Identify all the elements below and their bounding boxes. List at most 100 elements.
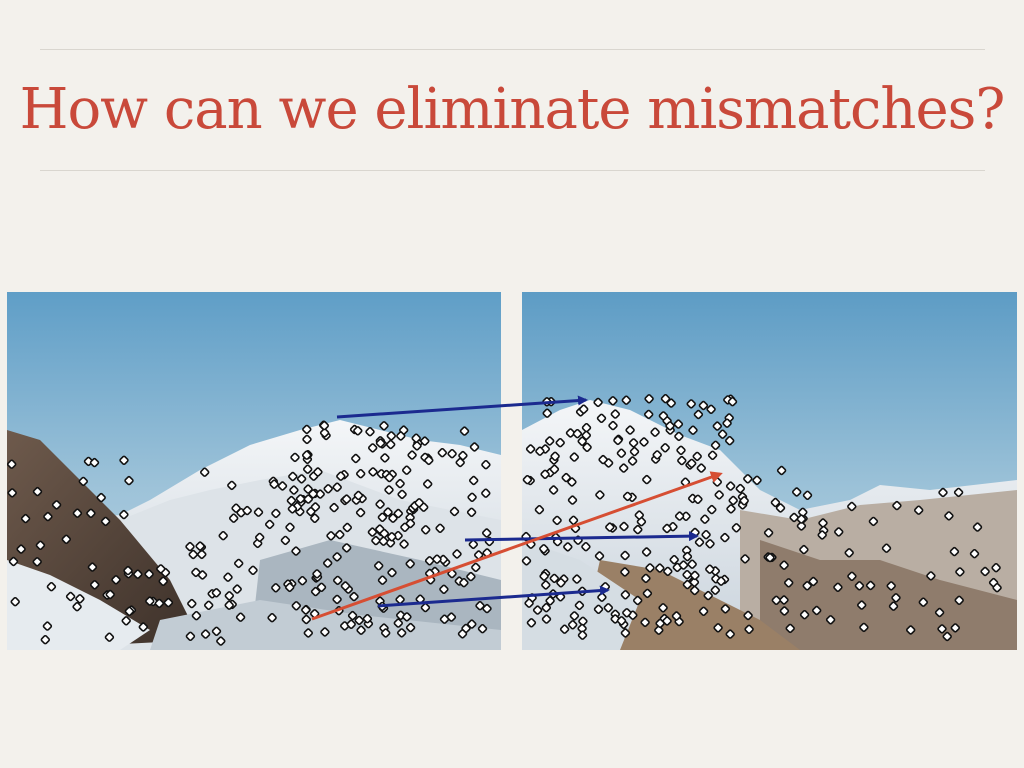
keypoint-marker (937, 624, 947, 634)
keypoint-marker (289, 485, 299, 495)
keypoint-marker (399, 539, 409, 549)
keypoint-marker (692, 451, 702, 462)
keypoint-marker (720, 604, 731, 614)
keypoint-marker (310, 586, 321, 597)
keypoint-marker (195, 541, 205, 551)
keypoint-marker (569, 452, 580, 462)
keypoint-marker (435, 523, 445, 534)
keypoint-marker (187, 598, 197, 609)
keypoint-marker (620, 550, 630, 561)
keypoint-marker (621, 395, 632, 405)
keypoint-marker (402, 612, 412, 622)
keypoint-marker (622, 491, 633, 502)
keypoint-marker (351, 453, 361, 464)
match-arrow-mismatch (311, 471, 723, 621)
keypoint-marker (658, 603, 668, 613)
keypoint-marker (422, 479, 433, 489)
keypoint-marker (541, 614, 552, 624)
keypoint-marker (703, 590, 713, 601)
mountain-photo-view-2 (522, 292, 1017, 650)
keypoint-marker (825, 615, 836, 625)
keypoint-marker (163, 597, 174, 608)
keypoint-marker (578, 404, 589, 414)
keypoint-marker (581, 422, 592, 433)
keypoint-marker (771, 595, 782, 606)
keypoint-marker (322, 558, 333, 568)
keypoint-marker (284, 582, 295, 593)
keypoint-marker (942, 631, 952, 642)
keypoint-marker (481, 528, 492, 538)
keypoint-marker (622, 608, 632, 618)
keypoint-marker (752, 475, 762, 486)
keypoint-marker (549, 464, 560, 475)
keypoint-marker (949, 546, 960, 557)
keypoint-marker (341, 543, 352, 553)
keypoint-marker (43, 511, 53, 522)
keypoint-marker (731, 523, 742, 533)
keypoint-marker (477, 623, 488, 634)
keypoint-marker (231, 503, 241, 513)
keypoint-marker (811, 605, 822, 616)
keypoint-marker (577, 630, 588, 640)
keypoint-marker (556, 578, 566, 588)
keypoint-marker (785, 623, 795, 634)
keypoint-marker (407, 450, 417, 460)
keypoint-marker (481, 488, 491, 498)
keypoint-marker (264, 519, 275, 530)
keypoint-marker (482, 603, 492, 614)
keypoint-marker (633, 524, 643, 535)
keypoint-marker (796, 521, 807, 531)
keypoint-marker (133, 569, 143, 579)
keypoint-marker (467, 492, 477, 503)
keypoint-marker (534, 504, 545, 515)
keypoint-marker (799, 544, 809, 555)
keypoint-marker (288, 471, 298, 482)
keypoint-marker (567, 495, 578, 505)
keypoint-marker (51, 500, 62, 510)
keypoint-marker (387, 567, 397, 578)
keypoint-marker (291, 546, 301, 556)
keypoints-view-2 (521, 393, 1002, 642)
keypoint-marker (439, 584, 449, 595)
keypoint-marker (420, 525, 431, 535)
keypoint-marker (124, 475, 134, 486)
keypoint-marker (371, 535, 381, 546)
keypoint-marker (312, 569, 322, 579)
keypoint-marker (642, 474, 652, 485)
keypoint-marker (593, 604, 604, 615)
keypoint-marker (377, 575, 388, 585)
keypoint-marker (817, 530, 827, 540)
keypoint-marker (619, 521, 629, 532)
keypoint-marker (353, 490, 364, 501)
keypoint-marker (301, 605, 311, 615)
keypoint-marker (613, 435, 623, 446)
keypoint-marker (158, 576, 168, 587)
keypoint-marker (522, 474, 533, 485)
keypoint-marker (471, 562, 481, 573)
keypoint-marker (353, 426, 363, 436)
keypoint-marker (934, 607, 945, 618)
keypoint-marker (395, 478, 405, 489)
keypoint-marker (574, 600, 585, 611)
slide-title: How can we eliminate mismatches? (19, 77, 1006, 142)
keypoint-marker (242, 505, 252, 516)
keypoint-marker (641, 547, 652, 557)
keypoint-marker (944, 511, 954, 521)
keypoint-marker (642, 588, 653, 599)
keypoint-marker (412, 441, 422, 451)
keypoint-marker (666, 398, 676, 408)
keypoint-marker (549, 573, 560, 584)
keypoint-marker (332, 552, 342, 562)
keypoint-marker (706, 404, 716, 415)
keypoint-marker (424, 556, 435, 566)
keypoint-marker (713, 623, 723, 633)
keypoint-marker (233, 558, 244, 569)
mountain-photo-view-1 (7, 292, 501, 650)
match-arrow-correct (377, 585, 610, 608)
keypoint-marker (475, 600, 485, 611)
keypoint-marker (365, 426, 375, 437)
keypoint-marker (779, 595, 789, 605)
keypoint-marker (469, 442, 480, 452)
keypoint-marker (991, 562, 1001, 573)
